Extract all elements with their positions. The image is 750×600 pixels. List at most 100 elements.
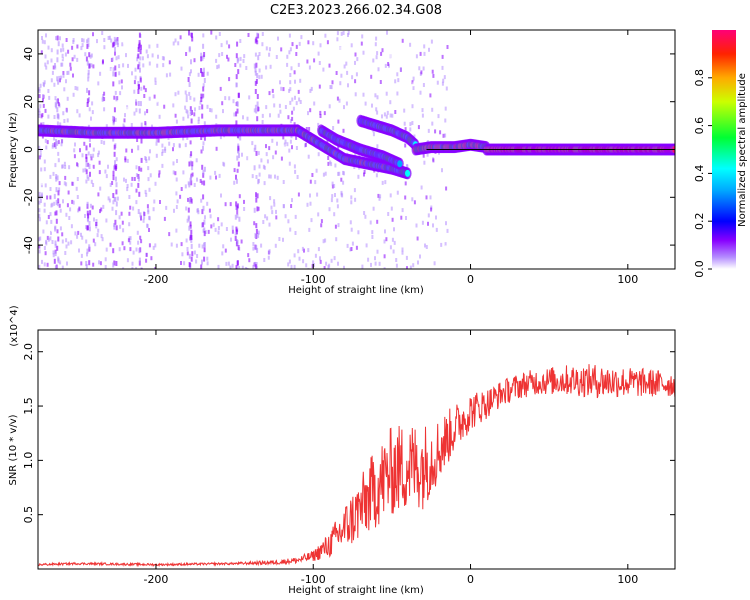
spectrogram-noise-speck: [94, 242, 97, 247]
spectrogram-noise-speck: [284, 214, 287, 219]
spectrogram-noise-speck: [263, 258, 266, 262]
spectrogram-noise-speck: [235, 137, 238, 142]
spectrogram-noise-streak: [53, 193, 56, 199]
spectrogram-noise-speck: [377, 193, 380, 198]
spectrogram-noise-speck: [333, 256, 336, 261]
spectrogram-noise-speck: [80, 253, 83, 258]
spectrogram-noise-streak: [256, 116, 259, 122]
spectrogram-noise-streak: [255, 150, 258, 156]
spectrogram-noise-speck: [47, 72, 50, 77]
spectrogram-noise-streak: [202, 169, 205, 175]
snr-y-tick-label: 0.5: [22, 506, 35, 524]
spectrogram-noise-speck: [165, 73, 168, 78]
spectrogram-noise-speck: [75, 176, 78, 180]
spectrogram-noise-speck: [76, 44, 79, 49]
spectrogram-noise-streak: [57, 190, 60, 196]
spectrogram-noise-speck: [246, 156, 249, 161]
spectrogram-noise-streak: [202, 172, 205, 178]
snr-axes: -200 -100 0 100 0.5 1.0 1.5 2.0: [22, 330, 675, 586]
spectrogram-noise-speck: [52, 250, 55, 255]
spectrogram-noise-speck: [59, 208, 62, 213]
spectrogram-noise-streak: [256, 193, 259, 199]
spectrogram-noise-speck: [394, 79, 397, 84]
spectrogram-noise-speck: [98, 170, 101, 175]
spectrogram-noise-speck: [56, 121, 59, 126]
spectrogram-noise-speck: [365, 243, 368, 248]
spectrogram-noise-streak: [88, 260, 91, 266]
spectrogram-noise-speck: [372, 206, 375, 211]
spectrogram-noise-speck: [135, 200, 138, 205]
spectrogram-noise-speck: [354, 197, 357, 202]
spectrogram-noise-speck: [66, 261, 68, 266]
spectrogram-noise-speck: [234, 231, 237, 236]
spectrogram-noise-speck: [195, 158, 198, 163]
spectrogram-noise-speck: [173, 208, 175, 213]
spectrogram-noise-speck: [442, 78, 445, 83]
spectrogram-noise-speck: [144, 156, 147, 160]
spectrogram-noise-speck: [386, 110, 389, 115]
spectrogram-noise-streak: [203, 247, 206, 253]
spectrogram-noise-speck: [239, 39, 242, 43]
spectrogram-noise-speck: [307, 40, 310, 45]
spectrogram-noise-streak: [86, 201, 89, 207]
spectrogram-noise-speck: [39, 153, 42, 158]
spectrogram-noise-speck: [85, 225, 88, 230]
spectrogram-noise-speck: [337, 119, 340, 124]
spectrogram-noise-streak: [88, 97, 90, 103]
spectrogram-noise-speck: [204, 215, 206, 220]
spectrogram-noise-speck: [202, 214, 204, 219]
spectrogram-noise-speck: [336, 198, 339, 203]
spectrogram-noise-streak: [115, 189, 118, 195]
spectrogram-noise-speck: [331, 35, 334, 40]
spectrogram-noise-streak: [235, 111, 238, 117]
spectrogram-noise-streak: [235, 265, 238, 269]
spectrogram-noise-speck: [188, 72, 191, 77]
spectrogram-noise-speck: [432, 73, 435, 78]
spectrogram-noise-speck: [107, 164, 109, 169]
spectrogram-noise-streak: [253, 165, 256, 171]
spectrogram-noise-speck: [385, 114, 388, 119]
spectrogram-noise-speck: [337, 261, 339, 266]
spectrogram-noise-speck: [54, 96, 57, 101]
spectrogram-noise-speck: [423, 119, 426, 124]
spectrogram-noise-speck: [135, 247, 138, 252]
spectrogram-noise-speck: [71, 45, 74, 50]
spectrogram-noise-speck: [251, 253, 254, 258]
spectrogram-noise-speck: [354, 60, 356, 65]
spectrogram-noise-speck: [57, 140, 60, 145]
spectrogram-noise-speck: [405, 255, 408, 260]
spectrogram-noise-speck: [156, 101, 159, 106]
spectrogram-noise-speck: [242, 59, 245, 63]
spectrogram-noise-speck: [295, 135, 298, 140]
spectrogram-noise-speck: [409, 127, 412, 132]
spectrogram-noise-speck: [303, 33, 306, 38]
spectrogram-noise-speck: [219, 135, 222, 140]
spectrogram-noise-speck: [99, 181, 102, 186]
spectrogram-noise-speck: [50, 48, 53, 53]
spectrogram-noise-speck: [38, 213, 41, 218]
snr-x-tick-label: 0: [467, 573, 474, 586]
spectrogram-noise-speck: [179, 70, 182, 75]
spectrogram-noise-speck: [221, 251, 224, 256]
spectrogram-noise-speck: [124, 92, 127, 96]
spectrogram-noise-speck: [320, 183, 323, 188]
snr-plot-area: [38, 364, 675, 568]
spectrogram-noise-speck: [258, 68, 261, 73]
spectrogram-noise-speck: [443, 75, 446, 80]
spectrogram-noise-speck: [48, 95, 51, 100]
spectrogram-noise-speck: [38, 108, 41, 113]
spectrogram-noise-streak: [87, 213, 90, 219]
spectrogram-noise-speck: [128, 222, 131, 227]
spectrogram-noise-speck: [116, 40, 119, 45]
snr-x-tick-label: -100: [301, 573, 326, 586]
spectrogram-noise-speck: [123, 118, 126, 123]
spectrogram-noise-speck: [110, 38, 113, 43]
spectrogram-noise-streak: [86, 87, 88, 93]
spectrogram-noise-speck: [323, 266, 326, 269]
spectrogram-noise-speck: [168, 31, 171, 35]
spectrogram-noise-speck: [91, 167, 94, 172]
spectrogram-noise-speck: [395, 258, 398, 262]
spectrogram-noise-speck: [157, 215, 160, 220]
spectrogram-noise-streak: [56, 49, 59, 55]
spectrogram-noise-speck: [61, 239, 64, 244]
